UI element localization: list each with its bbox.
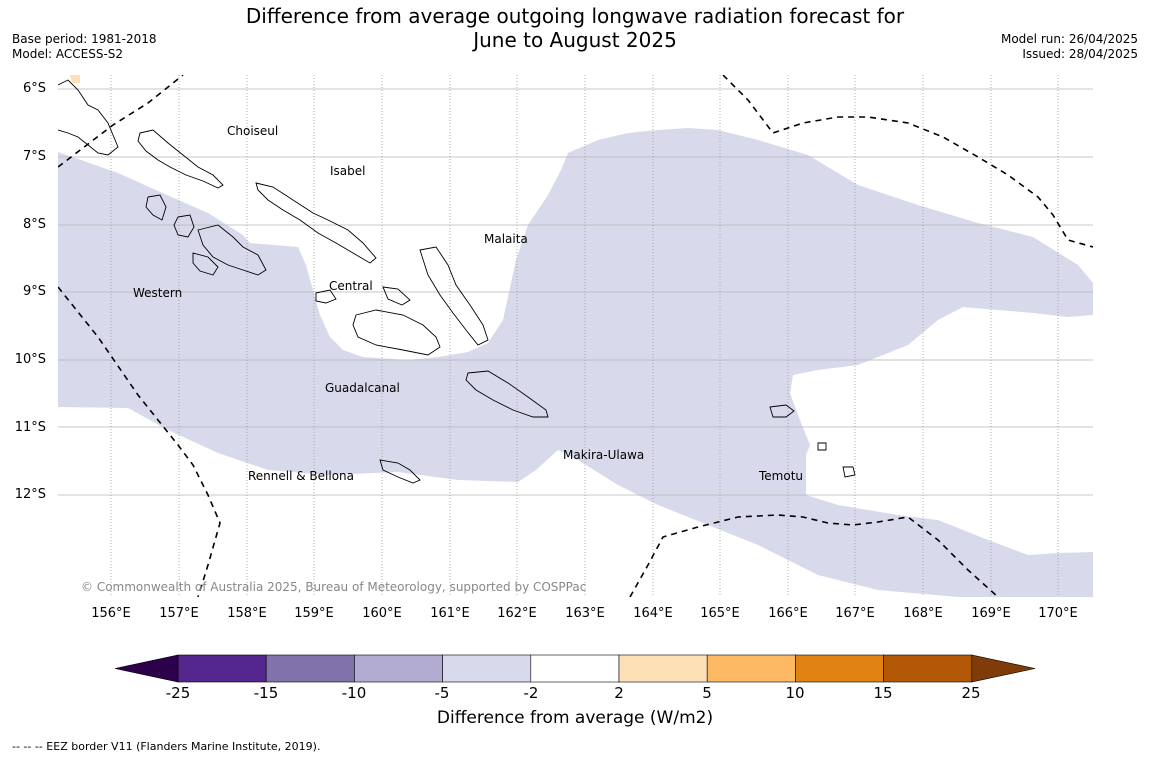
island-western-b (173, 214, 195, 238)
lon-label: 163°E (565, 606, 605, 621)
lon-label: 162°E (497, 606, 537, 621)
eez-footnote: -- -- -- EEZ border V11 (Flanders Marine… (12, 740, 321, 753)
colorbar-segment (883, 654, 973, 683)
meta-left: Base period: 1981-2018 Model: ACCESS-S2 (12, 32, 157, 62)
lon-gridlines (110, 75, 1059, 597)
eez-borders (58, 75, 1093, 597)
colorbar-tick: -2 (523, 684, 539, 702)
eez-southeast (629, 514, 999, 597)
colorbar-segment (795, 654, 884, 683)
region-label-makira-ulawa: Makira-Ulawa (563, 448, 645, 462)
colorbar-segment (265, 654, 355, 683)
chart-title: Difference from average outgoing longwav… (0, 4, 1150, 52)
island-central-b (382, 286, 411, 306)
lon-label: 170°E (1038, 606, 1078, 621)
colorbar-tick: 2 (614, 684, 624, 702)
lat-label: 10°S (14, 352, 46, 367)
colorbar-segment (354, 654, 443, 683)
region-label-guadalcanal: Guadalcanal (325, 381, 400, 395)
lon-label: 164°E (633, 606, 673, 621)
colorbar-tick: -10 (341, 684, 367, 702)
lon-label: 167°E (835, 606, 875, 621)
lat-label: 7°S (22, 149, 46, 164)
model-run-text: Model run: 26/04/2025 (1000, 32, 1138, 46)
island-western-c (197, 224, 267, 276)
lon-label: 165°E (700, 606, 740, 621)
meta-right: Model run: 26/04/2025 Issued: 28/04/2025 (1001, 32, 1138, 62)
colorbar-tick: 5 (702, 684, 712, 702)
lat-gridlines (58, 88, 1093, 496)
colorbar-segment (530, 654, 620, 683)
island-temotu-a (769, 404, 795, 418)
colorbar-segment (177, 654, 267, 683)
island-rennell (379, 459, 421, 484)
lon-label: 156°E (91, 606, 131, 621)
island-temotu-c (817, 442, 827, 451)
map-panel (58, 75, 1093, 597)
eez-west (58, 286, 221, 597)
title-line-2: June to August 2025 (473, 28, 677, 52)
island-makira (465, 370, 549, 418)
island-png-coast (58, 79, 119, 156)
lon-label: 166°E (768, 606, 808, 621)
coastlines (58, 79, 856, 484)
island-central-a (315, 289, 337, 304)
warm-patch (70, 75, 80, 83)
lat-label: 11°S (14, 420, 46, 435)
issued-text: Issued: 28/04/2025 (1022, 47, 1138, 61)
colorbar-tick: 25 (961, 684, 981, 702)
island-temotu-b (842, 466, 856, 478)
region-label-temotu: Temotu (759, 469, 804, 483)
lon-label: 160°E (362, 606, 402, 621)
colorbar-segment (618, 654, 708, 683)
colorbar-extend-high (971, 654, 1036, 683)
island-western-a (145, 194, 167, 221)
lat-label: 12°S (14, 487, 46, 502)
lon-label: 159°E (294, 606, 334, 621)
island-western-d (192, 252, 219, 276)
colorbar-tick: 15 (873, 684, 893, 702)
copyright-text: © Commonwealth of Australia 2025, Bureau… (81, 580, 587, 594)
lon-label: 158°E (227, 606, 267, 621)
region-label-western: Western (133, 286, 183, 300)
island-guadalcanal (352, 309, 441, 356)
colorbar-tick: -25 (165, 684, 191, 702)
model-text: Model: ACCESS-S2 (12, 47, 124, 61)
lon-label: 161°E (430, 606, 470, 621)
eez-northeast (722, 75, 1093, 248)
colorbar-extend-low (114, 654, 179, 683)
colorbar-label: Difference from average (W/m2) (436, 708, 714, 728)
colorbar-boxes (114, 654, 1036, 683)
island-malaita (419, 246, 489, 346)
colorbar-tick: -5 (434, 684, 450, 702)
colorbar-tick: 10 (785, 684, 805, 702)
region-label-central: Central (329, 279, 373, 293)
colorbar-tick: -15 (253, 684, 279, 702)
lon-label: 157°E (159, 606, 199, 621)
region-label-malaita: Malaita (484, 232, 528, 246)
lat-label: 9°S (22, 284, 46, 299)
island-choiseul (137, 129, 224, 189)
region-label-rennell-bellona: Rennell & Bellona (248, 469, 355, 483)
lat-label: 8°S (22, 217, 46, 232)
anomaly-area (58, 128, 1093, 597)
title-line-1: Difference from average outgoing longwav… (245, 4, 905, 28)
island-isabel (255, 182, 377, 264)
map-svg (58, 75, 1093, 597)
lon-label: 168°E (903, 606, 943, 621)
eez-northwest (58, 75, 184, 168)
colorbar-segment (706, 654, 796, 683)
region-label-isabel: Isabel (330, 164, 366, 178)
base-period-text: Base period: 1981-2018 (12, 32, 157, 46)
colorbar-segment (442, 654, 532, 683)
lon-label: 169°E (971, 606, 1011, 621)
region-label-choiseul: Choiseul (227, 124, 279, 138)
lat-label: 6°S (22, 81, 46, 96)
